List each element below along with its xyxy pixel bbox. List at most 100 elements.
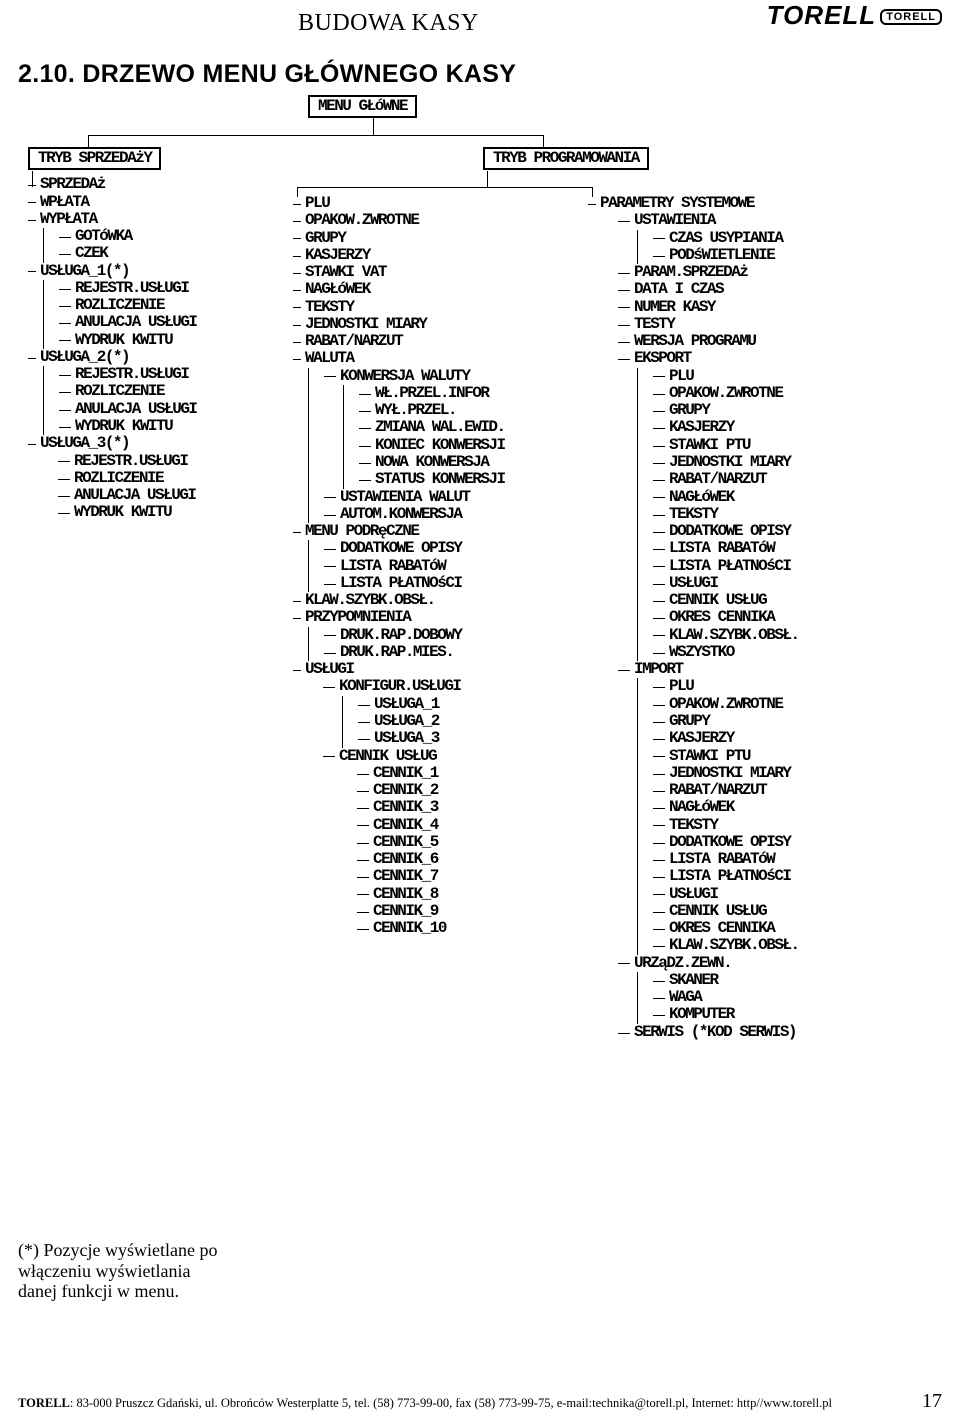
tree-node: CZEK: [59, 245, 197, 262]
tree-node: TEKSTY: [653, 506, 799, 523]
tree-node: STAWKI PTU: [653, 748, 799, 765]
tree-node: REJESTR.USŁUGI: [59, 366, 197, 383]
tree-node: RABAT/NARZUT: [293, 333, 505, 350]
tree-node: STATUS KONWERSJI: [359, 471, 505, 488]
tree-node-label: KONWERSJA WALUTY: [340, 367, 470, 385]
tree-node-label: LISTA PŁATNOśCI: [340, 574, 462, 592]
tree-node-label: TEKSTY: [669, 816, 718, 834]
connector: [88, 135, 89, 147]
left-tree: SPRZEDAżWPŁATAWYPŁATAGOTóWKACZEKUSŁUGA_1…: [28, 176, 197, 521]
tree-node: NAGŁóWEK: [653, 489, 799, 506]
tree-node-label: ANULACJA USŁUGI: [75, 313, 197, 331]
tree-node: KOMPUTER: [653, 1006, 799, 1023]
right-column: PARAMETRY SYSTEMOWEUSTAWIENIACZAS USYPIA…: [588, 195, 799, 1041]
tree-node: KLAW.SZYBK.OBSŁ.: [653, 627, 799, 644]
tree-node-label: WAGA: [669, 988, 701, 1006]
tree-node: IMPORTPLUOPAKOW.ZWROTNEGRUPYKASJERZYSTAW…: [618, 661, 799, 955]
tree-node-label: WŁ.PRZEL.INFOR: [375, 384, 488, 402]
tree-node: USŁUGA_2(*)REJESTR.USŁUGIROZLICZENIEANUL…: [28, 349, 197, 435]
tree-node-label: USŁUGA_2: [374, 712, 439, 730]
tree-node-label: AUTOM.KONWERSJA: [340, 505, 462, 523]
tree-node: GRUPY: [653, 402, 799, 419]
tree-node-label: KASJERZY: [669, 729, 734, 747]
tree-node-label: EKSPORT: [634, 349, 691, 367]
tree-node: USŁUGIKONFIGUR.USŁUGIUSŁUGA_1USŁUGA_2USŁ…: [293, 661, 505, 937]
tree-node: LISTA PŁATNOśCI: [653, 868, 799, 885]
tree-node: DODATKOWE OPISY: [653, 523, 799, 540]
connector: [88, 135, 543, 136]
tree-node-label: KLAW.SZYBK.OBSŁ.: [669, 936, 799, 954]
tree-node: CENNIK_4: [357, 817, 505, 834]
tree-node-label: CENNIK_9: [373, 902, 438, 920]
tree-node-label: CENNIK_3: [373, 798, 438, 816]
tree-node: KONIEC KONWERSJI: [359, 437, 505, 454]
tree-node: WŁ.PRZEL.INFOR: [359, 385, 505, 402]
tree-node: DATA I CZAS: [618, 281, 799, 298]
tree-node: ROZLICZENIE: [59, 297, 197, 314]
left-column-header: TRYB SPRZEDAżY: [28, 147, 197, 170]
tree-node: WAGA: [653, 989, 799, 1006]
tree-node-label: CENNIK_5: [373, 833, 438, 851]
tree-node: WSZYSTKO: [653, 644, 799, 661]
tree-node-label: CENNIK_8: [373, 885, 438, 903]
footer-text: : 83-000 Pruszcz Gdański, ul. Obrońców W…: [70, 1396, 832, 1410]
tree-node: LISTA PŁATNOśCI: [324, 575, 505, 592]
tree-node-label: REJESTR.USŁUGI: [75, 365, 188, 383]
tree-node-label: WSZYSTKO: [669, 643, 734, 661]
tree-node-label: WPŁATA: [40, 193, 89, 211]
tree-node: PODśWIETLENIE: [653, 247, 799, 264]
tree-node: KONWERSJA WALUTYWŁ.PRZEL.INFORWYŁ.PRZEL.…: [324, 368, 505, 489]
tree-node-label: CZEK: [75, 244, 107, 262]
tree-node: LISTA RABATóW: [653, 851, 799, 868]
tree-node: PARAMETRY SYSTEMOWEUSTAWIENIACZAS USYPIA…: [588, 195, 799, 1041]
tree-node: TESTY: [618, 316, 799, 333]
tree-node: DODATKOWE OPISY: [324, 540, 505, 557]
tree-node: CENNIK USŁUGCENNIK_1CENNIK_2CENNIK_3CENN…: [323, 748, 505, 938]
tree-node: CENNIK USŁUG: [653, 903, 799, 920]
tree-node-label: JEDNOSTKI MIARY: [305, 315, 427, 333]
tree-node-label: RABAT/NARZUT: [669, 470, 766, 488]
tree-node-label: DATA I CZAS: [634, 280, 723, 298]
tree-node: WYDRUK KWITU: [59, 332, 197, 349]
tree-node-label: OPAKOW.ZWROTNE: [305, 211, 418, 229]
tree-node: OPAKOW.ZWROTNE: [293, 212, 505, 229]
tree-node-label: CENNIK_1: [373, 764, 438, 782]
tree-node: GRUPY: [653, 713, 799, 730]
tree-node-label: CENNIK_4: [373, 816, 438, 834]
tree-node-label: DRUK.RAP.DOBOWY: [340, 626, 462, 644]
tree-node-label: CENNIK USŁUG: [669, 902, 766, 920]
tree-node: NAGŁóWEK: [653, 799, 799, 816]
tree-node: WALUTAKONWERSJA WALUTYWŁ.PRZEL.INFORWYŁ.…: [293, 350, 505, 523]
tree-node-label: PLU: [305, 194, 329, 212]
tree-node: PRZYPOMNIENIADRUK.RAP.DOBOWYDRUK.RAP.MIE…: [293, 609, 505, 661]
tree-node: KLAW.SZYBK.OBSŁ.: [653, 937, 799, 954]
tree-node-label: STAWKI PTU: [669, 436, 750, 454]
tree-node: PLU: [653, 678, 799, 695]
tree-node-label: JEDNOSTKI MIARY: [669, 453, 791, 471]
tree-node-label: TEKSTY: [305, 298, 354, 316]
tree-node-label: USTAWIENIA: [634, 211, 715, 229]
tree-node: WYDRUK KWITU: [58, 504, 197, 521]
mid-column: PLUOPAKOW.ZWROTNEGRUPYKASJERZYSTAWKI VAT…: [293, 195, 505, 937]
chapter-title: BUDOWA KASY: [298, 10, 479, 37]
tree-node: ANULACJA USŁUGI: [59, 314, 197, 331]
tree-node: ROZLICZENIE: [59, 383, 197, 400]
tree-node-label: STAWKI VAT: [305, 263, 386, 281]
tree-node-label: REJESTR.USŁUGI: [75, 279, 188, 297]
connector: [297, 187, 298, 197]
tree-node: SERWIS (*KOD SERWIS): [618, 1024, 799, 1041]
tree-node-label: ROZLICZENIE: [74, 469, 163, 487]
tree-node: REJESTR.USŁUGI: [58, 453, 197, 470]
tree-node: OKRES CENNIKA: [653, 609, 799, 626]
tree-node-label: TEKSTY: [669, 505, 718, 523]
tree-node-label: CZAS USYPIANIA: [669, 229, 782, 247]
tree-node: OKRES CENNIKA: [653, 920, 799, 937]
tree-node: KONFIGUR.USŁUGIUSŁUGA_1USŁUGA_2USŁUGA_3: [323, 678, 505, 747]
tree-node: OPAKOW.ZWROTNE: [653, 696, 799, 713]
tree-node-label: GOTóWKA: [75, 227, 132, 245]
tree-node-label: CENNIK_7: [373, 867, 438, 885]
tree-node-label: ANULACJA USŁUGI: [75, 400, 197, 418]
tree-node-label: OPAKOW.ZWROTNE: [669, 695, 782, 713]
tree-node-label: RABAT/NARZUT: [669, 781, 766, 799]
tree-node-label: NAGŁóWEK: [669, 798, 734, 816]
